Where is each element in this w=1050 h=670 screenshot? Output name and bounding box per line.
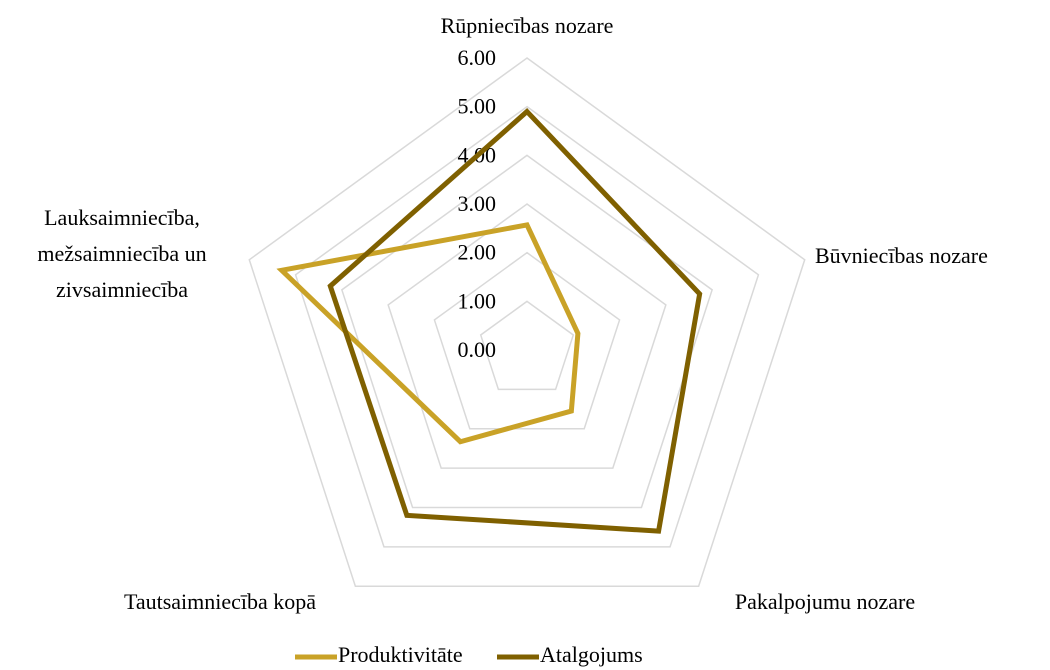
- grid-ring: [387, 203, 667, 469]
- category-label: Pakalpojumu nozare: [735, 589, 915, 614]
- y-tick-label: 6.00: [458, 45, 497, 70]
- category-label: Tautsaimniecība kopā: [124, 589, 316, 614]
- grid-ring: [433, 251, 621, 430]
- y-tick-label: 3.00: [458, 191, 497, 216]
- series-line: [327, 108, 703, 534]
- legend-label: Produktivitāte: [338, 642, 463, 667]
- category-label: Būvniecības nozare: [815, 243, 988, 268]
- grid-ring: [294, 105, 760, 548]
- category-label: Rūpniecības nozare: [441, 13, 614, 38]
- y-tick-label: 2.00: [458, 240, 497, 265]
- category-label: Lauksaimniecība, mežsaimniecība un zivsaim…: [37, 205, 206, 302]
- grid-ring: [248, 57, 806, 587]
- grid-ring: [340, 154, 714, 509]
- series-line: [276, 222, 581, 445]
- grid-ring: [479, 300, 575, 391]
- legend-label: Atalgojums: [540, 642, 643, 667]
- y-tick-label: 1.00: [458, 288, 497, 313]
- y-tick-label: 5.00: [458, 94, 497, 119]
- y-tick-label: 0.00: [458, 337, 497, 362]
